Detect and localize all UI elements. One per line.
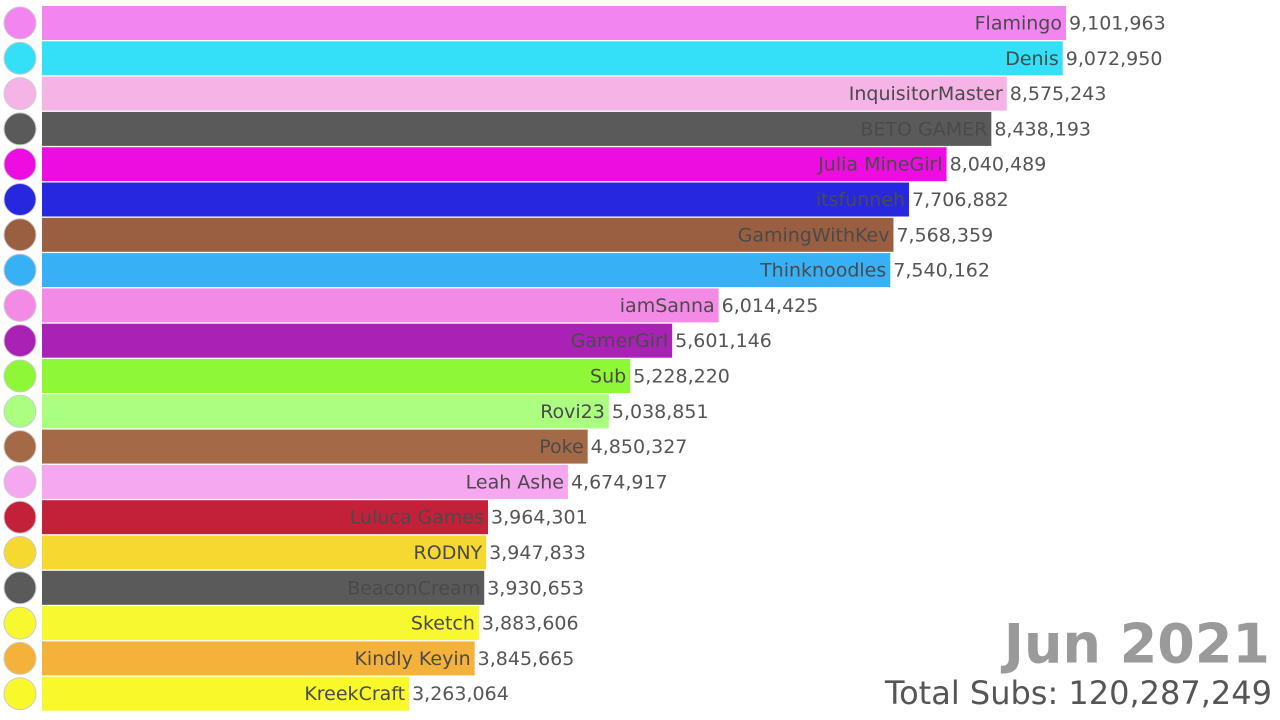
value-label: 7,540,162 <box>893 260 990 282</box>
bar-name: itsfunneh <box>816 189 905 211</box>
bar <box>42 606 479 641</box>
avatar <box>3 641 37 675</box>
value-label: 7,706,882 <box>912 189 1009 211</box>
bar <box>42 570 485 605</box>
avatar <box>3 288 37 322</box>
bar-name: KreekCraft <box>304 683 405 705</box>
bar <box>42 464 568 499</box>
bar-name: Flamingo <box>975 13 1062 35</box>
avatar <box>3 677 37 711</box>
total-label: Total Subs: 120,287,249 <box>884 674 1272 712</box>
value-label: 9,101,963 <box>1069 13 1166 35</box>
avatar <box>3 77 37 111</box>
date-label: Jun 2021 <box>1000 613 1270 676</box>
bar-name: Thinknoodles <box>759 260 886 282</box>
bar <box>42 323 673 358</box>
value-label: 3,263,064 <box>412 683 509 705</box>
avatar <box>3 218 37 252</box>
value-label: 4,850,327 <box>591 436 688 458</box>
value-label: 5,228,220 <box>633 366 730 388</box>
value-label: 4,674,917 <box>571 471 668 493</box>
bar <box>42 147 947 182</box>
bar-name: Julia MineGirl <box>817 154 942 176</box>
value-label: 6,014,425 <box>722 295 819 317</box>
avatar <box>3 500 37 534</box>
bar-name: Sketch <box>411 613 475 635</box>
bar <box>42 429 588 464</box>
bar-name: BeaconCream <box>347 577 480 599</box>
avatar <box>3 41 37 75</box>
bar <box>42 76 1007 111</box>
bar-name: InquisitorMaster <box>849 83 1003 105</box>
bar-name: GamingWithKev <box>738 224 890 246</box>
value-label: 5,601,146 <box>675 330 772 352</box>
bar-name: Denis <box>1005 48 1059 70</box>
bar <box>42 217 894 252</box>
bar <box>42 111 992 146</box>
avatar <box>3 394 37 428</box>
bar <box>42 500 488 535</box>
bar-name: RODNY <box>414 542 483 564</box>
bar <box>42 676 410 711</box>
value-label: 3,883,606 <box>482 613 579 635</box>
bar-name: Poke <box>539 436 583 458</box>
value-label: 3,930,653 <box>487 577 584 599</box>
avatar <box>3 606 37 640</box>
bar <box>42 288 719 323</box>
bar-name: Sub <box>590 366 626 388</box>
value-label: 3,964,301 <box>491 507 588 529</box>
bar-name: Rovi23 <box>540 401 605 423</box>
avatar <box>3 465 37 499</box>
bar <box>42 6 1066 40</box>
bar <box>42 253 891 288</box>
bar-name: Kindly Keyin <box>354 648 470 670</box>
bar-name: Leah Ashe <box>466 471 564 493</box>
bar <box>42 182 910 217</box>
avatar <box>3 183 37 216</box>
avatar <box>3 112 37 146</box>
bar <box>42 535 487 570</box>
value-label: 8,438,193 <box>994 118 1091 140</box>
bar-name: GamerGirl <box>571 330 668 352</box>
bar-name: iamSanna <box>620 295 715 317</box>
value-label: 3,947,833 <box>489 542 586 564</box>
avatar <box>3 430 37 464</box>
avatar <box>3 147 37 181</box>
value-label: 8,575,243 <box>1010 83 1107 105</box>
bar <box>42 41 1063 76</box>
value-label: 7,568,359 <box>896 224 993 246</box>
avatar <box>3 359 37 393</box>
value-label: 3,845,665 <box>478 648 575 670</box>
avatar <box>3 536 37 569</box>
value-label: 5,038,851 <box>612 401 709 423</box>
value-label: 8,040,489 <box>950 154 1047 176</box>
bar-name: Luluca Games <box>350 507 484 529</box>
bar-name: BETO GAMER <box>860 118 987 140</box>
bar <box>42 359 631 393</box>
avatar <box>3 324 37 358</box>
avatar <box>3 6 37 40</box>
avatar <box>3 571 37 605</box>
avatar <box>3 253 37 287</box>
bar <box>42 394 609 429</box>
bar <box>42 641 475 676</box>
value-label: 9,072,950 <box>1066 48 1163 70</box>
